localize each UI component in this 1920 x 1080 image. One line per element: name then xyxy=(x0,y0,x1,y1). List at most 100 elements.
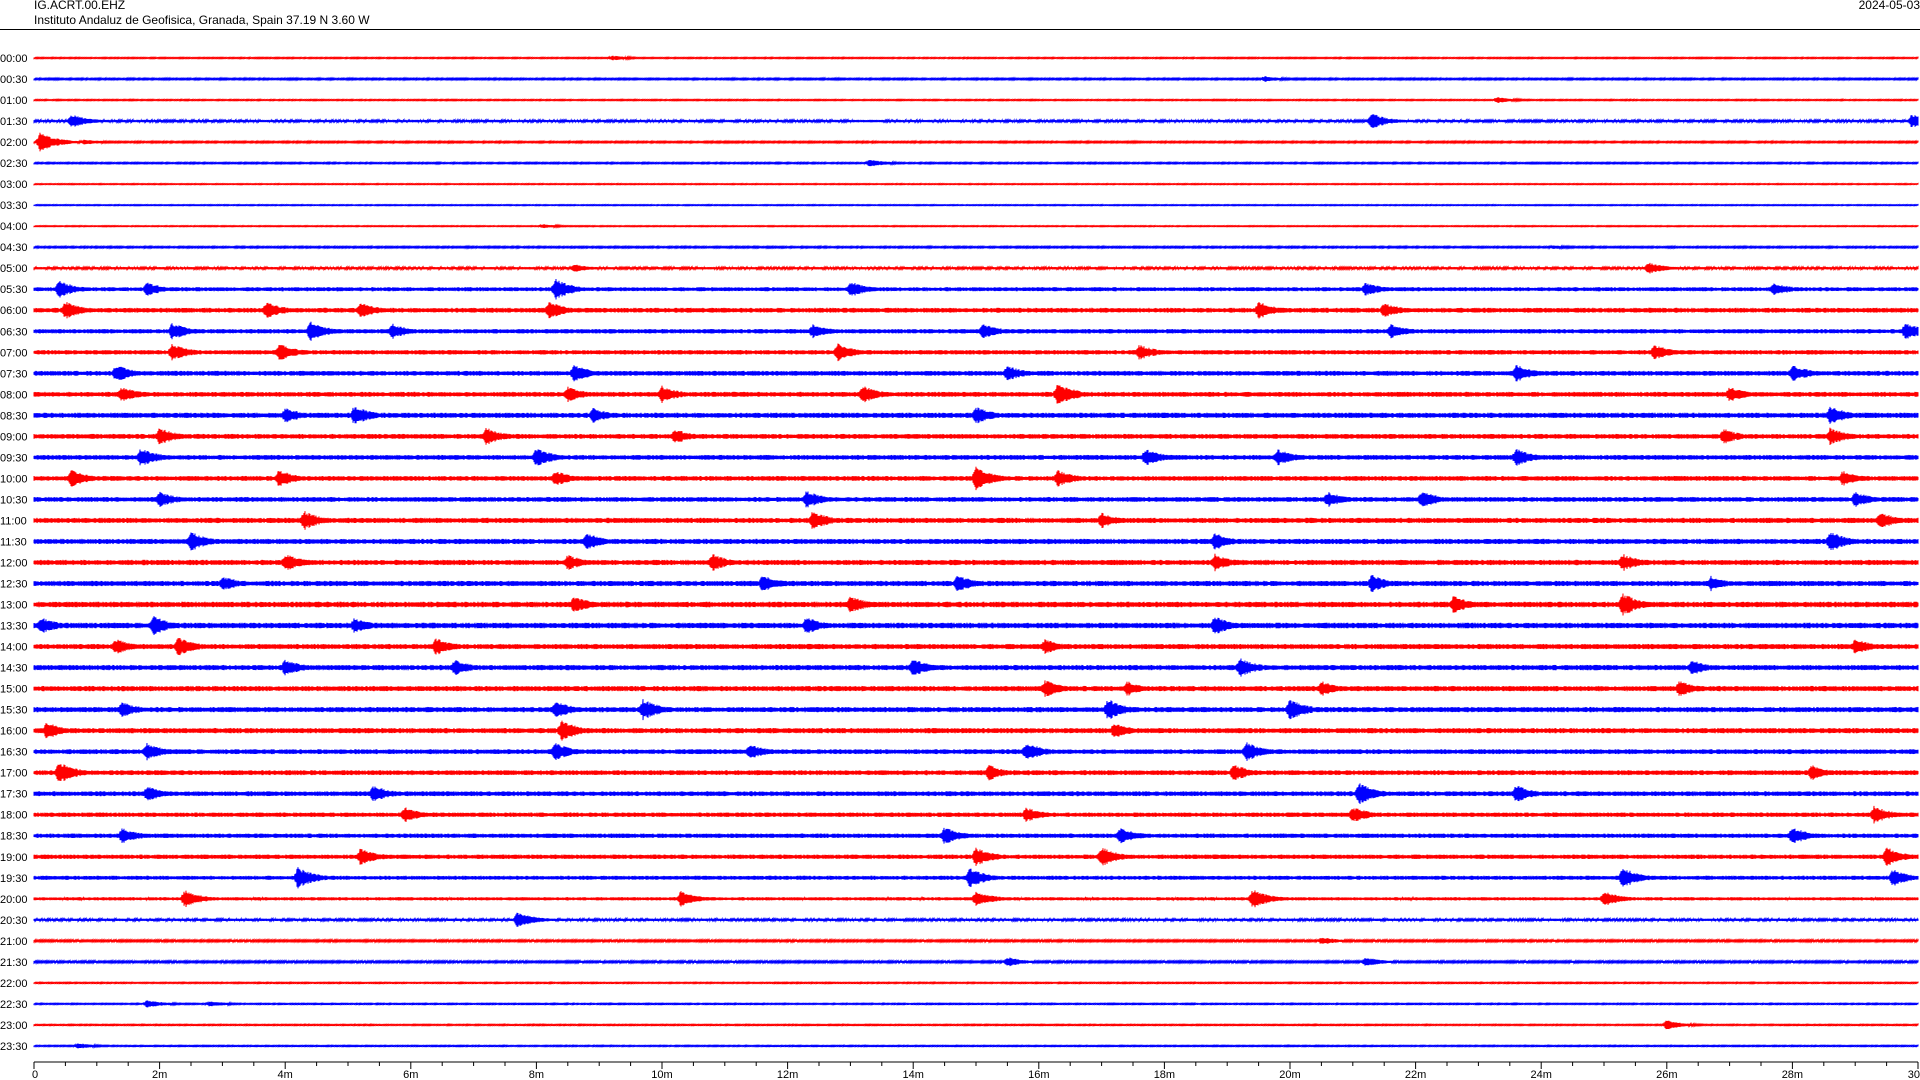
row-label: 03:00 xyxy=(0,179,28,191)
row-label: 05:00 xyxy=(0,263,28,275)
row-label: 18:00 xyxy=(0,810,28,822)
row-label: 06:30 xyxy=(0,326,28,338)
row-label: 16:00 xyxy=(0,726,28,738)
row-label: 21:00 xyxy=(0,936,28,948)
seismic-trace xyxy=(33,867,1919,889)
seismic-trace xyxy=(33,365,1919,382)
seismic-trace xyxy=(33,466,1919,491)
seismic-trace xyxy=(33,223,1919,229)
row-label: 17:00 xyxy=(0,768,28,780)
x-tick-label: 22m xyxy=(1405,1069,1426,1080)
row-label: 22:30 xyxy=(0,999,28,1011)
institute-info: Instituto Andaluz de Geofisica, Granada,… xyxy=(34,13,370,27)
seismic-trace xyxy=(33,1020,1919,1030)
seismic-trace xyxy=(33,132,1919,152)
row-label: 17:30 xyxy=(0,789,28,801)
row-label: 19:30 xyxy=(0,873,28,885)
row-label: 00:00 xyxy=(0,53,28,65)
row-label: 14:30 xyxy=(0,663,28,675)
row-label: 09:00 xyxy=(0,431,28,443)
seismic-trace xyxy=(33,912,1919,927)
x-tick-label: 10m xyxy=(651,1069,672,1080)
seismic-trace xyxy=(33,182,1919,186)
seismic-trace xyxy=(33,427,1919,446)
seismic-trace xyxy=(33,55,1919,61)
x-tick-label: 14m xyxy=(902,1069,923,1080)
seismic-trace xyxy=(33,764,1919,781)
x-tick-label: 28m xyxy=(1782,1069,1803,1080)
seismic-trace xyxy=(33,491,1919,508)
row-label: 14:00 xyxy=(0,642,28,654)
row-label: 20:00 xyxy=(0,894,28,906)
seismic-trace xyxy=(33,1043,1919,1049)
x-tick-label: 2m xyxy=(152,1069,167,1080)
row-label: 01:30 xyxy=(0,116,28,128)
seismic-trace xyxy=(33,301,1919,319)
seismic-trace xyxy=(33,720,1919,741)
seismic-trace xyxy=(33,97,1919,103)
row-label: 00:30 xyxy=(0,74,28,86)
seismic-trace xyxy=(33,616,1919,636)
seismic-trace xyxy=(33,406,1919,424)
row-label: 09:30 xyxy=(0,452,28,464)
row-label: 18:30 xyxy=(0,831,28,843)
seismic-trace xyxy=(33,742,1919,761)
row-label: 22:00 xyxy=(0,978,28,990)
row-label: 02:00 xyxy=(0,137,28,149)
row-label: 04:30 xyxy=(0,242,28,254)
seismic-trace xyxy=(33,847,1919,866)
row-label-group: 00:00 00:30 01:00 01:30 02:00 02:30 03:00 03:30… xyxy=(0,53,28,1053)
row-label: 01:00 xyxy=(0,95,28,107)
seismic-trace xyxy=(33,511,1919,530)
row-label: 10:30 xyxy=(0,494,28,506)
seismic-trace xyxy=(33,553,1919,572)
row-label: 05:30 xyxy=(0,284,28,296)
x-tick-label: 6m xyxy=(403,1069,418,1080)
row-label: 11:30 xyxy=(0,536,27,548)
x-tick-label: 12m xyxy=(777,1069,798,1080)
row-label: 23:00 xyxy=(0,1020,28,1032)
x-tick-label: 0 xyxy=(32,1069,38,1080)
x-tick-label: 8m xyxy=(529,1069,544,1080)
row-label: 07:00 xyxy=(0,347,28,359)
header-divider xyxy=(0,29,1920,30)
seismic-trace xyxy=(33,532,1919,551)
seismic-trace xyxy=(33,890,1919,908)
seismic-trace xyxy=(33,385,1919,404)
seismic-trace xyxy=(33,575,1919,592)
seismic-trace xyxy=(33,680,1919,697)
seismic-trace xyxy=(33,980,1919,985)
x-tick-label: 26m xyxy=(1656,1069,1677,1080)
row-label: 11:00 xyxy=(0,515,27,527)
row-label: 12:00 xyxy=(0,557,28,569)
seismic-trace xyxy=(33,278,1919,300)
record-date: 2024-05-03 xyxy=(1858,0,1920,12)
trace-group xyxy=(33,55,1919,1049)
row-label: 15:30 xyxy=(0,705,28,717)
row-label: 13:30 xyxy=(0,621,28,633)
x-tick-label: 30 xyxy=(1908,1069,1920,1080)
row-label: 13:00 xyxy=(0,600,28,612)
row-label: 08:30 xyxy=(0,410,28,422)
row-label: 06:00 xyxy=(0,305,28,317)
row-label: 19:00 xyxy=(0,852,28,864)
row-label: 12:30 xyxy=(0,579,28,591)
seismic-trace xyxy=(33,76,1919,82)
station-code: IG.ACRT.00.EHZ xyxy=(34,0,126,12)
row-label: 20:30 xyxy=(0,915,28,927)
row-label: 03:30 xyxy=(0,200,28,212)
x-tick-label: 24m xyxy=(1530,1069,1551,1080)
row-label: 16:30 xyxy=(0,747,28,759)
row-label: 23:30 xyxy=(0,1041,28,1053)
x-tick-label: 20m xyxy=(1279,1069,1300,1080)
row-label: 15:00 xyxy=(0,684,28,696)
seismic-trace xyxy=(33,244,1919,251)
x-tick-label: 16m xyxy=(1028,1069,1049,1080)
seismic-trace xyxy=(33,593,1919,616)
seismic-trace xyxy=(33,637,1919,656)
row-label: 04:00 xyxy=(0,221,28,233)
seismic-trace xyxy=(33,449,1919,466)
seismic-trace xyxy=(33,203,1919,207)
seismic-trace xyxy=(33,321,1919,341)
